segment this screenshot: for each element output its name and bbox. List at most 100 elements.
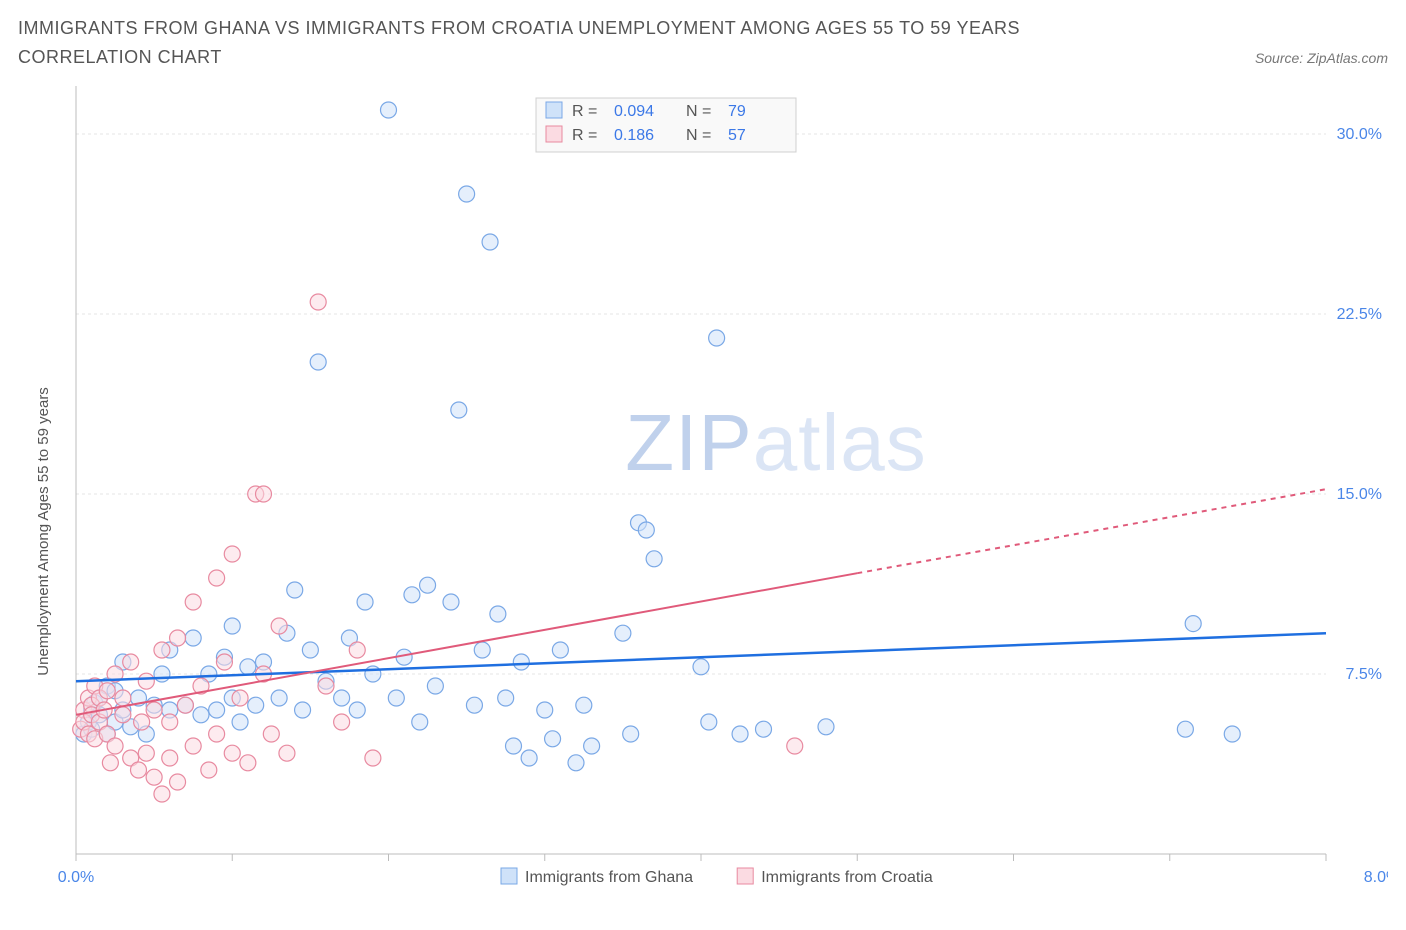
data-point: [349, 702, 365, 718]
data-point: [568, 754, 584, 770]
series-swatch: [737, 868, 753, 884]
data-point: [201, 762, 217, 778]
data-point: [224, 546, 240, 562]
data-point: [209, 570, 225, 586]
y-tick-label: 7.5%: [1346, 666, 1382, 683]
data-point: [334, 690, 350, 706]
data-point: [146, 702, 162, 718]
data-point: [1185, 615, 1201, 631]
correlation-scatter-chart: ZIPatlas7.5%15.0%22.5%30.0%0.0%8.0%Unemp…: [18, 76, 1388, 906]
data-point: [709, 330, 725, 346]
data-point: [545, 730, 561, 746]
data-point: [474, 642, 490, 658]
data-point: [787, 738, 803, 754]
data-point: [381, 102, 397, 118]
legend-r-label: R =: [572, 103, 597, 120]
data-point: [404, 586, 420, 602]
data-point: [537, 702, 553, 718]
data-point: [693, 658, 709, 674]
chart-source: Source: ZipAtlas.com: [1255, 50, 1388, 66]
data-point: [451, 402, 467, 418]
data-point: [615, 625, 631, 641]
data-point: [498, 690, 514, 706]
data-point: [490, 606, 506, 622]
data-point: [506, 738, 522, 754]
data-point: [99, 682, 115, 698]
data-point: [170, 630, 186, 646]
data-point: [701, 714, 717, 730]
data-point: [154, 642, 170, 658]
data-point: [134, 714, 150, 730]
data-point: [482, 234, 498, 250]
data-point: [224, 745, 240, 761]
data-point: [576, 697, 592, 713]
data-point: [216, 654, 232, 670]
data-point: [513, 654, 529, 670]
data-point: [271, 618, 287, 634]
data-point: [357, 594, 373, 610]
data-point: [623, 726, 639, 742]
x-tick-label: 8.0%: [1364, 869, 1388, 886]
data-point: [193, 706, 209, 722]
y-axis-title: Unemployment Among Ages 55 to 59 years: [35, 387, 52, 676]
data-point: [427, 678, 443, 694]
legend-n-value: 79: [728, 103, 746, 120]
data-point: [162, 750, 178, 766]
legend-swatch: [546, 126, 562, 142]
data-point: [295, 702, 311, 718]
data-point: [209, 702, 225, 718]
data-point: [466, 697, 482, 713]
legend-r-value: 0.094: [614, 103, 654, 120]
data-point: [131, 762, 147, 778]
data-point: [162, 714, 178, 730]
y-tick-label: 22.5%: [1337, 306, 1382, 323]
data-point: [420, 577, 436, 593]
data-point: [279, 745, 295, 761]
data-point: [271, 690, 287, 706]
data-point: [138, 673, 154, 689]
series-swatch: [501, 868, 517, 884]
data-point: [646, 550, 662, 566]
y-tick-label: 15.0%: [1337, 486, 1382, 503]
legend-n-label: N =: [686, 103, 711, 120]
data-point: [334, 714, 350, 730]
data-point: [310, 354, 326, 370]
data-point: [638, 522, 654, 538]
legend-r-label: R =: [572, 127, 597, 144]
data-point: [232, 714, 248, 730]
legend-n-label: N =: [686, 127, 711, 144]
data-point: [123, 654, 139, 670]
data-point: [443, 594, 459, 610]
data-point: [240, 754, 256, 770]
data-point: [170, 774, 186, 790]
data-point: [146, 769, 162, 785]
chart-title: IMMIGRANTS FROM GHANA VS IMMIGRANTS FROM…: [18, 14, 1118, 72]
series-label: Immigrants from Ghana: [525, 869, 693, 886]
data-point: [138, 745, 154, 761]
data-point: [209, 726, 225, 742]
trend-line-extrapolated: [857, 489, 1326, 573]
legend-n-value: 57: [728, 127, 746, 144]
data-point: [115, 706, 131, 722]
data-point: [1177, 721, 1193, 737]
data-point: [732, 726, 748, 742]
data-point: [107, 738, 123, 754]
data-point: [185, 594, 201, 610]
data-point: [224, 618, 240, 634]
data-point: [521, 750, 537, 766]
data-point: [310, 294, 326, 310]
data-point: [1224, 726, 1240, 742]
data-point: [248, 697, 264, 713]
x-tick-label: 0.0%: [58, 869, 94, 886]
series-label: Immigrants from Croatia: [761, 869, 933, 886]
data-point: [318, 678, 334, 694]
data-point: [185, 738, 201, 754]
y-tick-label: 30.0%: [1337, 126, 1382, 143]
data-point: [302, 642, 318, 658]
chart-container: ZIPatlas7.5%15.0%22.5%30.0%0.0%8.0%Unemp…: [18, 76, 1388, 906]
data-point: [177, 697, 193, 713]
data-point: [412, 714, 428, 730]
data-point: [256, 486, 272, 502]
data-point: [240, 658, 256, 674]
data-point: [263, 726, 279, 742]
